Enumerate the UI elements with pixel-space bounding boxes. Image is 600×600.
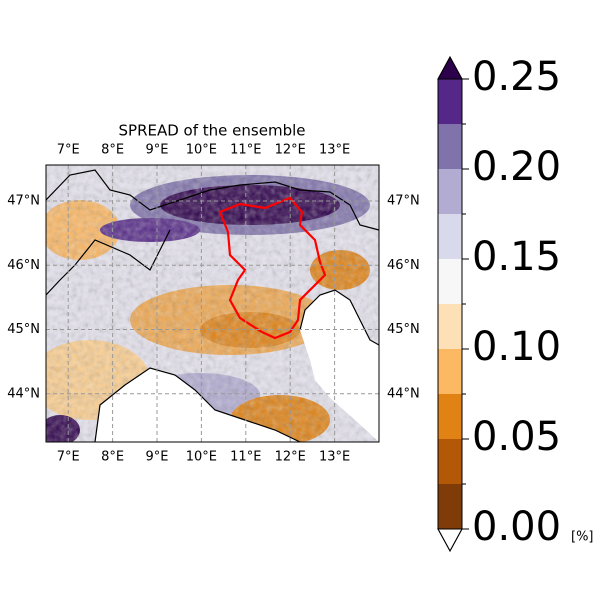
colorbar-tick-label: 0.00 <box>472 504 561 550</box>
x-tick-label-top: 13°E <box>319 143 350 158</box>
colorbar-tick-label: 0.05 <box>472 414 561 460</box>
colorbar-segment <box>438 349 462 394</box>
colorbar-under <box>437 528 463 553</box>
x-tick-label-bottom: 12°E <box>275 450 306 465</box>
colorbar-segment <box>438 169 462 214</box>
x-tick-label-top: 7°E <box>57 143 80 158</box>
colorbar-unit: [%] <box>571 530 594 545</box>
y-tick-label-left: 44°N <box>7 386 40 401</box>
x-tick-label-bottom: 13°E <box>319 450 350 465</box>
colorbar-tick-label: 0.20 <box>472 144 561 190</box>
colorbar-over <box>437 55 463 80</box>
y-tick-label-right: 46°N <box>387 258 420 273</box>
colorbar-tick-label: 0.10 <box>472 324 561 370</box>
colorbar-segment <box>438 79 462 124</box>
x-tick-label-top: 9°E <box>146 143 169 158</box>
colorbar-segment <box>438 394 462 439</box>
colorbar-tick-label: 0.15 <box>472 234 561 280</box>
colorbar-segment <box>438 214 462 259</box>
map-field <box>46 165 379 442</box>
x-tick-label-top: 8°E <box>101 143 124 158</box>
y-tick-label-right: 47°N <box>387 193 420 208</box>
x-tick-label-bottom: 9°E <box>146 450 169 465</box>
colorbar-segment <box>438 484 462 529</box>
colorbar-segment <box>438 439 462 484</box>
colorbar-segment <box>438 259 462 304</box>
x-tick-label-bottom: 11°E <box>230 450 261 465</box>
x-tick-label-top: 11°E <box>230 143 261 158</box>
x-tick-label-bottom: 10°E <box>186 450 217 465</box>
x-tick-label-bottom: 8°E <box>101 450 124 465</box>
map-frame <box>45 164 380 443</box>
colorbar-segment <box>438 304 462 349</box>
y-tick-label-left: 45°N <box>7 322 40 337</box>
x-tick-label-top: 10°E <box>186 143 217 158</box>
x-tick-label-top: 12°E <box>275 143 306 158</box>
colorbar-segment <box>438 124 462 169</box>
colorbar-tick-label: 0.25 <box>472 54 561 100</box>
y-tick-label-right: 45°N <box>387 322 420 337</box>
map-title: SPREAD of the ensemble <box>119 122 306 140</box>
y-tick-label-left: 46°N <box>7 258 40 273</box>
y-tick-label-right: 44°N <box>387 386 420 401</box>
x-tick-label-bottom: 7°E <box>57 450 80 465</box>
y-tick-label-left: 47°N <box>7 193 40 208</box>
